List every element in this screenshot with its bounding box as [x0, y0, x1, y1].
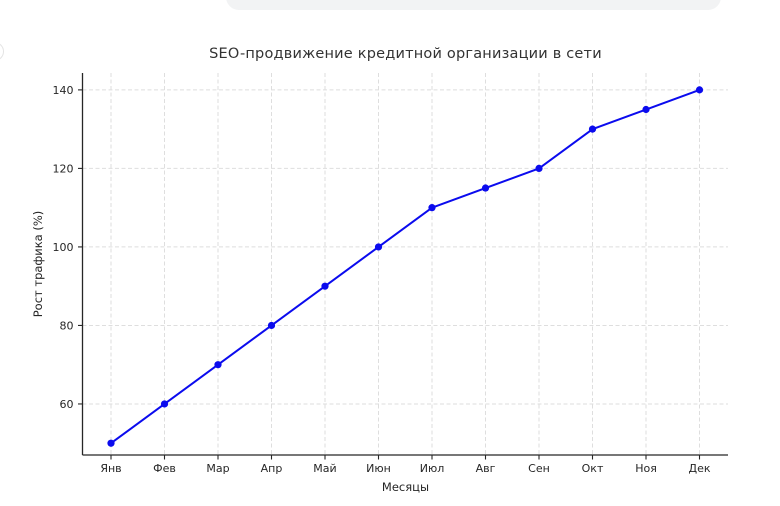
y-tick-label: 80 [60, 319, 74, 332]
x-tick-labels: Янв Фев Мар Апр Май Июн Июл Авг Сен Окт Ноя Дек [100, 462, 711, 475]
gridlines [82, 73, 728, 455]
data-point [107, 439, 115, 447]
x-tick-label: Сен [528, 462, 550, 475]
chart-title: SEO-продвижение кредитной организации в … [209, 46, 602, 62]
x-tick-label: Окт [582, 462, 604, 475]
x-tick-label: Июл [420, 462, 445, 475]
x-tick-label: Авг [476, 462, 496, 475]
tick-marks [78, 89, 701, 460]
data-point [588, 125, 597, 133]
x-axis-label: Месяцы [381, 480, 430, 494]
data-point [695, 86, 704, 94]
chat-input-bar-edge[interactable] [226, 0, 721, 10]
data-point [481, 184, 490, 192]
x-tick-label: Май [313, 462, 336, 475]
x-tick-label: Фев [153, 462, 176, 475]
data-point [160, 400, 169, 408]
x-tick-label: Янв [100, 462, 121, 475]
x-tick-label: Апр [261, 462, 283, 475]
y-tick-labels: 60 80 100 120 140 [53, 84, 74, 411]
data-point [214, 361, 222, 369]
x-tick-label: Дек [688, 462, 710, 475]
data-point [267, 321, 276, 330]
data-point [428, 204, 436, 212]
y-tick-label: 120 [53, 162, 74, 175]
data-point [535, 164, 543, 173]
data-point [642, 105, 650, 114]
x-tick-label: Июн [366, 462, 391, 475]
data-point [374, 243, 383, 251]
y-tick-label: 140 [53, 84, 74, 97]
data-point [321, 282, 329, 290]
series-line [110, 88, 700, 445]
y-tick-label: 100 [53, 241, 74, 254]
x-tick-label: Ноя [635, 462, 657, 475]
axis-spines [81, 73, 728, 456]
data-points [107, 86, 704, 447]
x-tick-label: Мар [206, 462, 229, 475]
y-tick-label: 60 [60, 398, 74, 411]
